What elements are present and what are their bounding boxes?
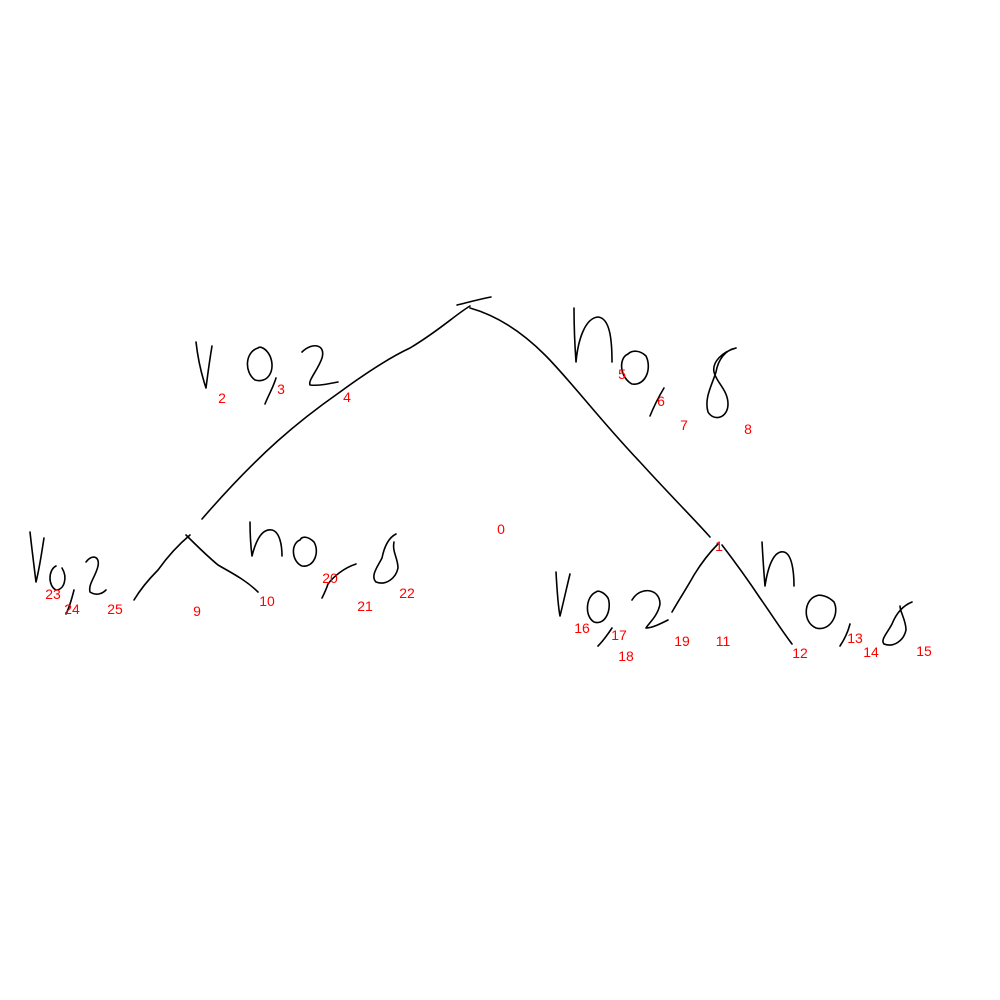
stroke-25 <box>85 556 107 595</box>
stroke-18 <box>631 589 669 629</box>
stroke-index-label: 15 <box>916 643 932 659</box>
stroke-21a <box>292 536 318 567</box>
stroke-23 <box>29 531 45 583</box>
stroke-19 <box>671 543 719 613</box>
stroke-5 <box>573 307 613 363</box>
stroke-13b <box>839 623 851 647</box>
stroke-3a <box>246 346 273 382</box>
stroke-index-label: 22 <box>399 585 415 601</box>
stroke-22 <box>373 533 399 584</box>
stroke-index-label: 21 <box>357 598 373 614</box>
stroke-index-label: 18 <box>618 648 634 664</box>
stroke-index-label: 24 <box>64 601 80 617</box>
stroke-index-label: 17 <box>611 627 627 643</box>
stroke-3b <box>264 377 277 405</box>
stroke-1 <box>469 307 711 538</box>
stroke-index-label: 23 <box>45 586 61 602</box>
stroke-20 <box>249 521 283 557</box>
stroke-index-label: 1 <box>715 538 723 554</box>
stroke-12 <box>761 541 795 587</box>
stroke-index-label: 8 <box>744 421 752 437</box>
stroke-15 <box>882 601 913 646</box>
stroke-16 <box>555 571 571 617</box>
stroke-index-label: 10 <box>259 593 275 609</box>
stroke-21b <box>321 563 357 599</box>
stroke-index-label: 0 <box>497 521 505 537</box>
stroke-11 <box>721 544 793 645</box>
stroke-index-label: 11 <box>716 633 731 649</box>
stroke-10 <box>185 534 259 593</box>
stroke-index-label: 13 <box>847 630 863 646</box>
stroke-index-label: 20 <box>322 570 338 586</box>
stroke-0 <box>456 296 492 306</box>
stroke-index-label: 9 <box>193 603 201 619</box>
stroke-index-label: 3 <box>277 381 285 397</box>
stroke-index-label: 5 <box>618 366 626 382</box>
stroke-index-label: 2 <box>218 390 226 406</box>
ink-strokes <box>29 296 913 647</box>
stroke-6b <box>649 387 665 417</box>
stroke-6a <box>620 350 650 385</box>
stroke-24b <box>65 589 75 615</box>
stroke-13a <box>805 594 837 630</box>
stroke-index-label: 4 <box>343 389 351 405</box>
stroke-index-label: 14 <box>863 644 879 660</box>
stroke-4 <box>201 305 471 520</box>
stroke-17a <box>586 590 610 624</box>
stroke-17b <box>597 627 613 647</box>
stroke-8 <box>706 347 737 419</box>
stroke-9 <box>133 534 191 601</box>
stroke-3c <box>301 345 339 387</box>
stroke-index-label: 7 <box>680 417 688 433</box>
stroke-index-label: 19 <box>674 633 690 649</box>
stroke-index-label: 16 <box>574 620 590 636</box>
stroke-24a <box>49 565 66 591</box>
stroke-2 <box>195 341 213 389</box>
stroke-index-label: 6 <box>657 393 665 409</box>
stroke-index-label: 25 <box>107 601 123 617</box>
stroke-index-label: 12 <box>792 645 808 661</box>
